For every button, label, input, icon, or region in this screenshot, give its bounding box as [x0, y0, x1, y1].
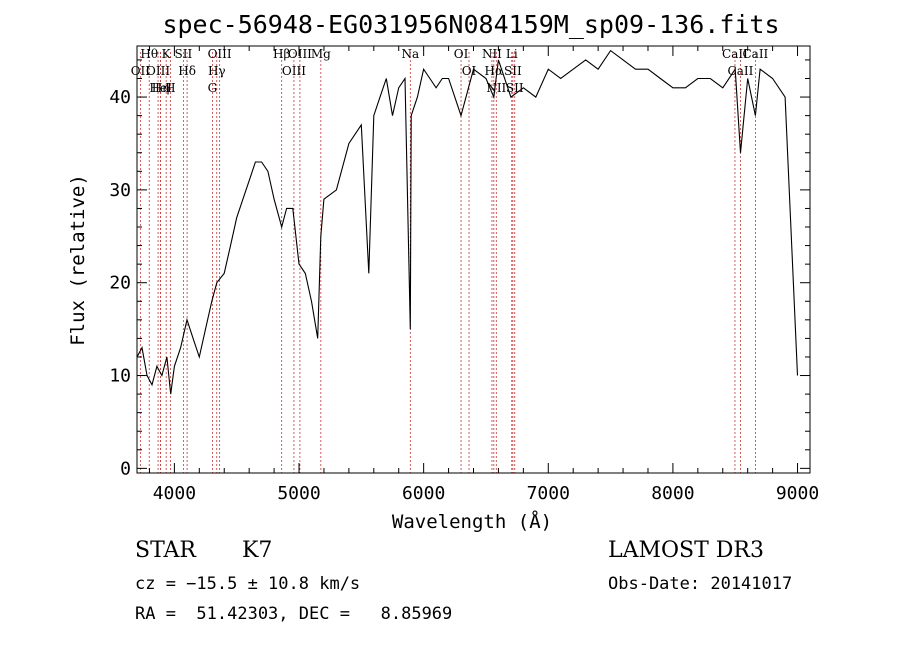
line-label-4: Hη	[152, 81, 170, 95]
line-label-7: SII	[175, 47, 193, 61]
y-tick-label-4: 40	[109, 87, 131, 108]
line-label-12: Hβ	[273, 47, 290, 61]
line-label-16: Na	[401, 47, 419, 61]
y-tick-label-1: 10	[109, 366, 131, 387]
chart-title: spec-56948-EG031956N084159M_sp09-136.fit…	[162, 10, 779, 39]
line-label-3: HeI	[149, 81, 172, 95]
survey-name: LAMOST DR3	[608, 538, 764, 563]
line-label-13: OIII	[282, 64, 306, 78]
y-tick-label-0: 0	[120, 458, 131, 479]
line-label-23: SII	[504, 64, 522, 78]
line-label-22: Li	[506, 47, 518, 61]
line-label-10: Hγ	[208, 64, 226, 78]
x-tick-label-4: 8000	[651, 483, 694, 504]
line-label-27: CaII	[742, 47, 768, 61]
line-label-25: CaII	[722, 47, 748, 61]
spectral-line-labels: HθOIIOIIIHeIHηKHSIIHδOIIIHγGHβOIIIOIIIMg…	[131, 47, 769, 95]
y-tick-label-3: 30	[109, 180, 131, 201]
y-axis-label: Flux (relative)	[67, 174, 89, 346]
x-tick-label-3: 7000	[527, 483, 570, 504]
redshift-cz: cz = −15.5 ± 10.8 km/s	[135, 574, 361, 594]
x-tick-label-2: 6000	[402, 483, 445, 504]
object-class: STAR	[135, 538, 196, 563]
line-label-14: OIII	[288, 47, 312, 61]
line-label-15: Mg	[311, 47, 331, 61]
line-label-19: NII	[482, 47, 502, 61]
line-label-24: SII	[506, 81, 524, 95]
y-tick-label-2: 20	[109, 273, 131, 294]
line-label-26: CaII	[728, 64, 754, 78]
object-subclass: K7	[242, 538, 273, 563]
line-label-20: Hα	[485, 64, 504, 78]
line-label-21: NII	[486, 81, 506, 95]
x-axis-label: Wavelength (Å)	[392, 510, 552, 533]
line-label-0: Hθ	[140, 47, 158, 61]
line-label-17: OI	[454, 47, 469, 61]
line-label-18: OI	[462, 64, 477, 78]
coordinates: RA = 51.42303, DEC = 8.85969	[135, 604, 453, 624]
spectrum-line	[136, 49, 799, 395]
obs-date: Obs-Date: 20141017	[608, 574, 793, 594]
spectral-line-markers	[139, 52, 756, 473]
axis-ticks: 4000 5000 6000 7000 8000 9000 0 10 20 30 40	[109, 46, 819, 504]
x-tick-label-5: 9000	[776, 483, 819, 504]
line-label-9: OIII	[208, 47, 232, 61]
line-label-11: G	[208, 81, 218, 95]
line-label-5: K	[162, 47, 172, 61]
line-label-1: OII	[131, 64, 151, 78]
plot-frame	[136, 45, 811, 474]
line-label-6: H	[165, 81, 175, 95]
line-label-2: OIII	[146, 64, 170, 78]
line-label-8: Hδ	[178, 64, 196, 78]
x-tick-label-0: 4000	[153, 483, 196, 504]
x-tick-label-1: 5000	[277, 483, 320, 504]
